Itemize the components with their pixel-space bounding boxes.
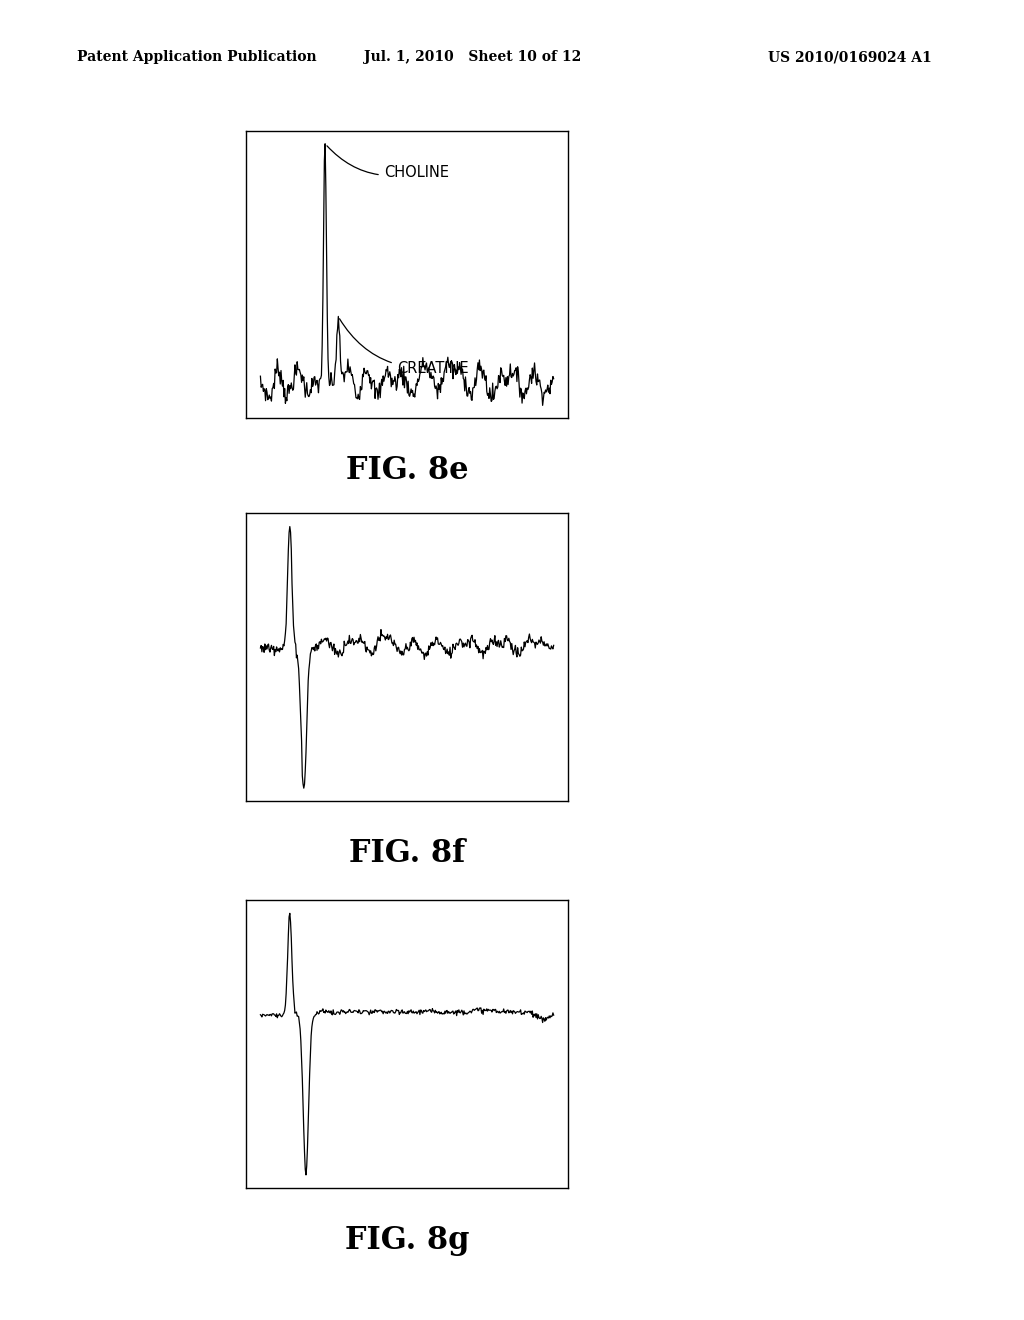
Text: CREATINE: CREATINE <box>340 319 468 376</box>
Text: CHOLINE: CHOLINE <box>327 145 449 180</box>
Text: FIG. 8e: FIG. 8e <box>346 455 469 486</box>
Text: US 2010/0169024 A1: US 2010/0169024 A1 <box>768 50 932 65</box>
Text: FIG. 8f: FIG. 8f <box>349 838 466 869</box>
Text: Patent Application Publication: Patent Application Publication <box>77 50 316 65</box>
Text: Jul. 1, 2010   Sheet 10 of 12: Jul. 1, 2010 Sheet 10 of 12 <box>364 50 581 65</box>
Text: FIG. 8g: FIG. 8g <box>345 1225 470 1255</box>
